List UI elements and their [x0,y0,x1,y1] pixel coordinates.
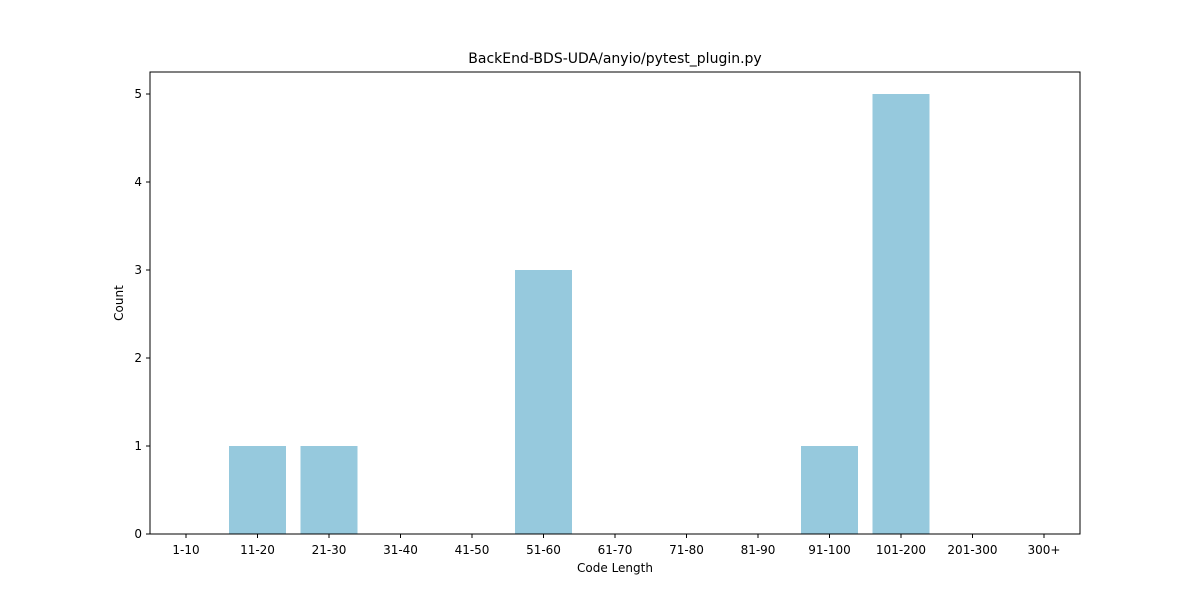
x-tick-label: 41-50 [455,543,490,557]
bar-51-60 [515,270,572,534]
x-tick-label: 81-90 [741,543,776,557]
x-tick-label: 31-40 [383,543,418,557]
x-tick-label: 91-100 [808,543,851,557]
chart-title: BackEnd-BDS-UDA/anyio/pytest_plugin.py [468,51,761,67]
x-tick-label: 61-70 [598,543,633,557]
bar-21-30 [300,446,358,534]
x-axis-label: Code Length [577,561,653,575]
x-tick-label: 201-300 [947,543,997,557]
y-tick-label: 4 [134,175,142,189]
bar-11-20 [229,446,286,534]
x-tick-label: 1-10 [172,543,199,557]
x-tick-label: 21-30 [312,543,347,557]
y-axis: 0 1 2 3 4 5 [134,87,150,541]
x-tick-label: 51-60 [526,543,561,557]
y-tick-label: 3 [134,263,142,277]
y-tick-label: 5 [134,87,142,101]
x-axis: 1-10 11-20 21-30 31-40 41-50 51-60 61-70 71-80 8… [172,534,1060,557]
x-tick-label: 71-80 [669,543,704,557]
x-tick-label: 11-20 [240,543,275,557]
y-tick-label: 2 [134,351,142,365]
y-tick-label: 1 [134,439,142,453]
x-tick-label: 101-200 [876,543,926,557]
y-axis-label: Count [112,285,126,321]
bar-group [229,94,930,534]
x-tick-label: 300+ [1028,543,1061,557]
bar-101-200 [872,94,930,534]
y-tick-label: 0 [134,527,142,541]
plot-area-frame [149,71,1081,535]
bar-91-100 [801,446,858,534]
